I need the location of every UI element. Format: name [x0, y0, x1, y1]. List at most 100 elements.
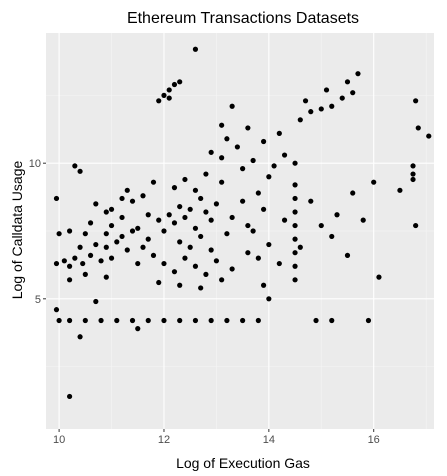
data-point	[208, 247, 214, 253]
data-point	[166, 95, 172, 101]
data-point	[245, 125, 251, 131]
data-point	[313, 317, 319, 324]
data-point	[410, 163, 416, 169]
data-point	[234, 144, 240, 150]
data-point	[98, 258, 104, 264]
x-tick-label: 16	[368, 434, 380, 446]
data-point	[119, 233, 125, 240]
data-point	[72, 163, 78, 169]
data-point	[203, 209, 209, 215]
data-point	[93, 298, 99, 305]
data-points	[53, 46, 432, 400]
data-point	[119, 195, 125, 202]
data-point	[255, 255, 261, 261]
data-point	[182, 214, 188, 221]
data-point	[219, 179, 225, 185]
data-point	[198, 285, 204, 291]
data-point	[292, 209, 298, 215]
data-point	[145, 317, 151, 324]
data-point	[208, 317, 214, 324]
data-point	[77, 244, 83, 250]
data-point	[135, 225, 141, 231]
data-point	[108, 206, 115, 212]
data-point	[276, 260, 282, 267]
data-point	[87, 220, 94, 226]
data-point	[203, 271, 209, 277]
data-point	[187, 244, 193, 250]
data-point	[87, 252, 94, 259]
data-point	[350, 190, 356, 196]
data-point	[302, 98, 309, 104]
data-point	[53, 260, 60, 267]
data-point	[297, 244, 303, 250]
data-point	[103, 209, 109, 215]
data-point	[140, 244, 146, 250]
data-point	[156, 279, 162, 286]
y-tick-label: 5	[35, 294, 41, 306]
data-point	[292, 195, 298, 202]
data-point	[208, 217, 214, 223]
data-point	[156, 98, 162, 104]
data-point	[329, 317, 335, 324]
data-point	[240, 166, 246, 172]
data-point	[114, 239, 120, 245]
data-point	[323, 87, 330, 93]
data-point	[229, 214, 235, 221]
data-point	[150, 252, 157, 259]
data-point	[192, 317, 199, 324]
data-point	[77, 334, 83, 340]
data-point	[292, 236, 298, 242]
data-point	[318, 106, 324, 112]
data-point	[365, 317, 372, 324]
data-point	[426, 133, 432, 139]
data-point	[177, 282, 183, 288]
data-point	[161, 260, 167, 267]
data-point	[240, 198, 246, 204]
y-axis-title: Log of Calldata Usage	[9, 161, 25, 300]
data-point	[213, 258, 220, 264]
data-point	[80, 260, 86, 267]
data-point	[203, 171, 209, 177]
data-point	[129, 198, 136, 204]
data-point	[156, 217, 162, 223]
data-point	[292, 250, 298, 256]
data-point	[198, 195, 204, 202]
data-point	[53, 307, 60, 313]
data-point	[376, 274, 382, 280]
data-point	[61, 258, 67, 264]
data-point	[224, 317, 230, 324]
data-point	[229, 266, 235, 272]
data-point	[171, 269, 178, 275]
data-point	[66, 317, 73, 324]
data-point	[192, 225, 199, 231]
data-point	[371, 179, 377, 185]
data-point	[93, 241, 99, 248]
x-axis-title: Log of Execution Gas	[176, 455, 310, 471]
major-gridlines	[46, 33, 434, 429]
data-point	[177, 79, 183, 85]
data-point	[177, 203, 183, 210]
data-point	[192, 187, 199, 193]
data-point	[245, 222, 251, 229]
chart-title: Ethereum Transactions Datasets	[127, 10, 359, 27]
data-point	[413, 222, 419, 229]
data-point	[192, 46, 199, 52]
data-point	[66, 263, 73, 269]
data-point	[182, 176, 188, 183]
data-point	[276, 130, 282, 136]
data-point	[318, 222, 324, 229]
data-point	[213, 201, 220, 207]
data-point	[108, 255, 115, 261]
data-point	[135, 260, 141, 267]
data-point	[145, 236, 151, 242]
minor-gridlines	[46, 33, 434, 429]
data-point	[292, 182, 298, 188]
data-point	[229, 103, 235, 109]
data-point	[129, 317, 136, 324]
data-point	[150, 179, 157, 185]
data-point	[177, 239, 183, 245]
x-axis-ticks: 10 12 14 16	[53, 429, 380, 446]
data-point	[161, 228, 167, 234]
data-point	[177, 317, 183, 324]
